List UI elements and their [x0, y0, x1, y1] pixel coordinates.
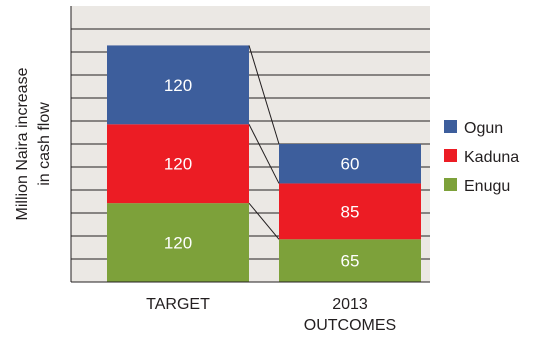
legend-swatch-kaduna	[444, 149, 457, 162]
legend-label-ogun: Ogun	[464, 120, 503, 137]
connector-line	[248, 45, 280, 145]
data-label-enugu: 65	[341, 252, 360, 271]
connector-line	[248, 202, 280, 240]
bar-segment-enugu	[279, 239, 421, 282]
data-label-ogun: 60	[341, 155, 360, 174]
bar-segment-enugu	[107, 203, 249, 282]
x-tick-label: 2013	[332, 296, 368, 313]
y-axis-title: Million Naira increase	[14, 67, 31, 220]
legend-swatch-enugu	[444, 178, 457, 191]
bar-segment-kaduna	[107, 124, 249, 204]
bar-segment-ogun	[107, 45, 249, 125]
x-tick-label: OUTCOMES	[304, 317, 396, 334]
legend-label-enugu: Enugu	[464, 178, 510, 195]
connector-line	[248, 124, 280, 184]
legend-swatch-ogun	[444, 120, 457, 133]
data-label-kaduna: 120	[164, 155, 192, 174]
bar-segment-kaduna	[279, 183, 421, 240]
data-label-enugu: 120	[164, 234, 192, 253]
y-axis-title: in cash flow	[36, 102, 53, 186]
data-label-ogun: 120	[164, 76, 192, 95]
x-tick-label: TARGET	[146, 296, 210, 313]
legend-label-kaduna: Kaduna	[464, 149, 519, 166]
data-label-kaduna: 85	[341, 202, 360, 221]
bar-segment-ogun	[279, 144, 421, 184]
